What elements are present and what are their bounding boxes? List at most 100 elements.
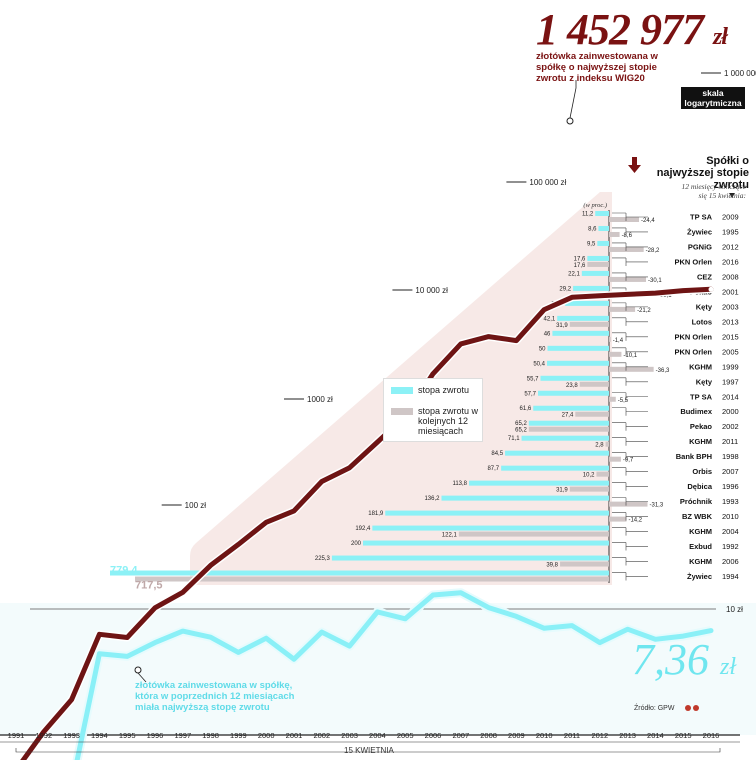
- x-tick-label: 1993: [63, 731, 80, 740]
- company-label: KGHM: [689, 527, 712, 536]
- return-bar: [565, 300, 609, 306]
- company-label: Bank BPH: [676, 452, 712, 461]
- callout-line: [569, 80, 577, 119]
- x-tick-label: 1997: [174, 731, 191, 740]
- row-connector: [612, 542, 648, 551]
- callout-line: [137, 672, 147, 683]
- callout-dot: [134, 666, 142, 674]
- year-label: 2010: [722, 512, 739, 521]
- row-connector: [612, 557, 648, 566]
- company-label: Lotos: [692, 317, 712, 326]
- x-tick-label: 2009: [508, 731, 525, 740]
- return-bar: [469, 480, 609, 486]
- headline-note: złotówka zainwestowana w spółkę o najwyż…: [536, 51, 658, 84]
- x-tick-label: 1995: [119, 731, 136, 740]
- return-bar: [110, 570, 609, 576]
- year-label: 1999: [722, 362, 739, 371]
- x-tick-label: 2012: [591, 731, 608, 740]
- return-value-label: 84,5: [491, 451, 503, 457]
- next-return-bar: [609, 276, 647, 282]
- row-connector: [612, 527, 648, 536]
- year-label: 2015: [722, 332, 739, 341]
- year-label: 2002: [722, 422, 739, 431]
- next-return-bar: [609, 306, 636, 312]
- next-return-bar: [609, 336, 611, 342]
- year-label: 2000: [722, 407, 739, 416]
- return-bar: [505, 450, 609, 456]
- log-scale-badge: skala logarytmiczna: [681, 87, 745, 109]
- headline-value: 1 452 977 zł: [536, 5, 728, 54]
- return-bar: [441, 495, 609, 501]
- return-bar: [521, 435, 609, 441]
- wealth-line-end: [708, 286, 714, 292]
- next-return-bar: [609, 246, 644, 252]
- x-tick-label: 2000: [258, 731, 275, 740]
- next-value-label: 39,8: [546, 563, 558, 569]
- company-label: Dębica: [687, 482, 712, 491]
- row-connector: [612, 362, 648, 371]
- return-bar: [547, 345, 609, 351]
- next-return-bar: [609, 396, 616, 402]
- next-value-label: 23,8: [566, 383, 578, 389]
- panel-subtitle: 12 miesięcy kończące się 15 kwietnia:: [681, 182, 746, 200]
- next-value-label: -30,1: [648, 278, 662, 284]
- reference-tick-label: 100 000 zł: [529, 178, 566, 187]
- company-label: PGNiG: [688, 242, 712, 251]
- x-tick-label: 2002: [313, 731, 330, 740]
- company-label: TP SA: [690, 392, 713, 401]
- company-label: KGHM: [689, 557, 712, 566]
- return-value-label: 29,2: [559, 286, 571, 292]
- return-bar: [581, 270, 609, 276]
- return-bar: [331, 555, 609, 561]
- return-value-label: 225,3: [315, 556, 331, 562]
- year-label: 2001: [722, 287, 739, 296]
- row-connector: [612, 467, 648, 476]
- return-value-label: 87,7: [487, 466, 499, 472]
- next-value-label: 10,2: [583, 473, 595, 479]
- next-value-label: -14,2: [628, 518, 642, 524]
- next-value-label: 31,9: [556, 323, 568, 329]
- return-bar: [587, 255, 609, 261]
- next-value-label: -21,2: [637, 308, 651, 314]
- x-tick-label: 2016: [703, 731, 720, 740]
- year-label: 1995: [722, 227, 739, 236]
- x-tick-label: 2011: [564, 731, 580, 740]
- next-value-label: 27,4: [562, 413, 574, 419]
- year-label: 2012: [722, 242, 739, 251]
- company-label: KGHM: [689, 437, 712, 446]
- company-label: Próchnik: [680, 497, 713, 506]
- down-arrow-icon: [632, 157, 637, 166]
- row-connector: [612, 257, 648, 266]
- next-return-bar: [135, 576, 609, 582]
- return-bar: [552, 330, 609, 336]
- x-tick-label: 1994: [91, 731, 108, 740]
- year-label: 2014: [722, 392, 739, 401]
- next-return-bar: [458, 531, 609, 537]
- panel-title: Spółki o najwyższej stopie zwrotu: [656, 155, 749, 191]
- row-connector: [612, 407, 648, 416]
- next-value-label: 2,8: [595, 443, 604, 449]
- legend-label-next: stopa zwrotu w kolejnych 12 miesiącach: [418, 406, 479, 436]
- year-label: 2013: [722, 317, 739, 326]
- row-connector: [612, 452, 648, 461]
- x-tick-label: 1996: [147, 731, 164, 740]
- company-label: Pekao: [690, 422, 713, 431]
- company-label: PKN Orlen: [674, 257, 712, 266]
- callout-dot: [566, 117, 574, 125]
- year-label: 2011: [722, 437, 738, 446]
- next-return-bar: [609, 217, 640, 222]
- company-label: Budimex: [680, 407, 713, 416]
- logo-icon: [685, 705, 691, 711]
- next-return-bar: [609, 501, 648, 507]
- x-tick-label: 2008: [480, 731, 497, 740]
- return-bar: [597, 240, 609, 246]
- next-value-label: -28,2: [646, 248, 660, 254]
- legend-swatch-return: [391, 387, 413, 394]
- year-label: 1992: [722, 542, 739, 551]
- next-value-label: 31,9: [556, 488, 568, 494]
- year-label: 2003: [722, 302, 739, 311]
- x-tick-label: 2014: [647, 731, 664, 740]
- return-value-label: 71,1: [508, 436, 520, 442]
- bottom-line: [74, 590, 714, 760]
- return-bar: [557, 315, 609, 321]
